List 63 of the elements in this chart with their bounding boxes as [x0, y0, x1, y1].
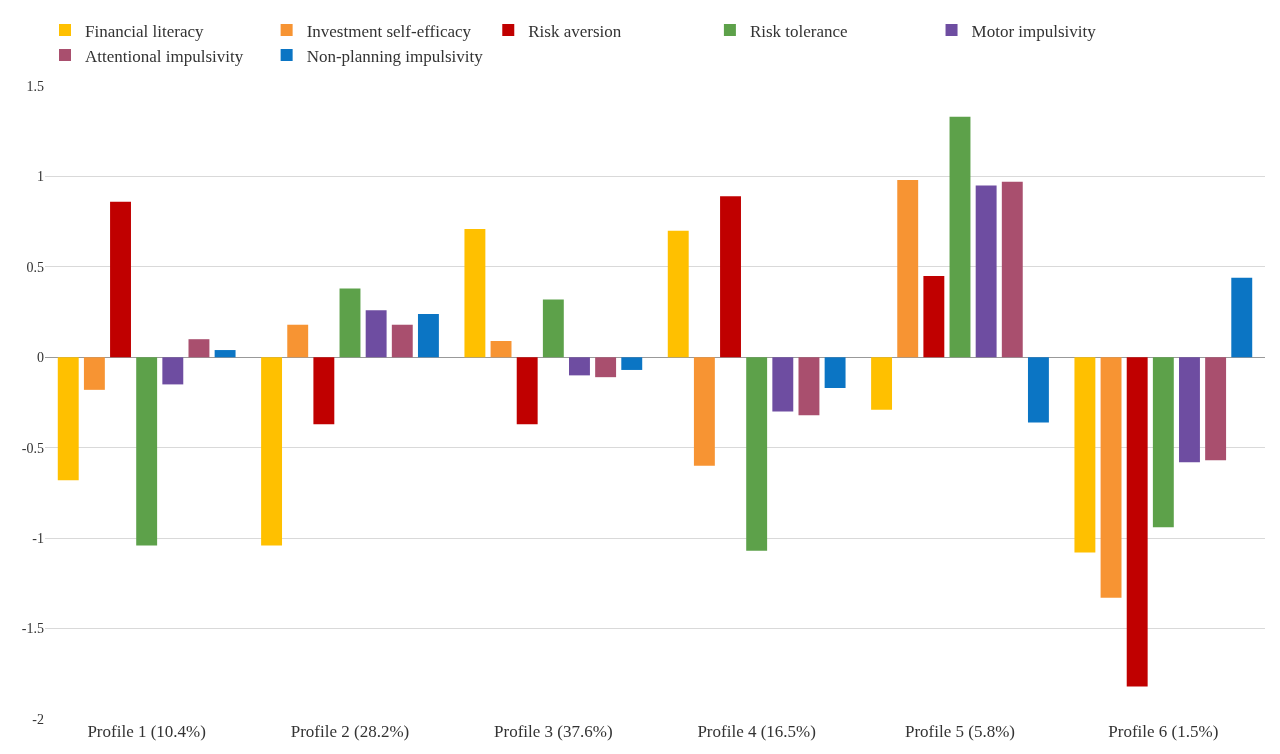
bar [1231, 277, 1253, 358]
bar [365, 310, 387, 358]
legend-label: Risk tolerance [749, 21, 848, 41]
x-tick-label: Profile 4 (16.5%) [697, 722, 816, 741]
legend-label: Risk aversion [528, 21, 622, 41]
bar [516, 357, 538, 425]
bar [1001, 181, 1023, 358]
bar [1027, 357, 1049, 423]
bar [391, 324, 413, 358]
x-tick-label: Profile 5 (5.8%) [904, 722, 1016, 741]
bar [897, 180, 919, 358]
bar [1074, 357, 1096, 553]
y-tick-label: 1 [37, 169, 44, 185]
y-tick-label: 0.5 [26, 259, 44, 275]
bar [569, 357, 590, 376]
y-tick-label: -1 [32, 531, 44, 547]
bar [110, 201, 131, 358]
x-tick-label: Profile 2 (28.2%) [290, 722, 410, 741]
x-tick-label: Profile 6 (1.5%) [1108, 722, 1219, 741]
y-tick-label: 0 [37, 350, 44, 366]
y-tick-label: -2 [32, 711, 44, 727]
x-tick-label: Profile 1 (10.4%) [87, 722, 206, 741]
bar [595, 357, 617, 378]
legend-label: Attentional impulsivity [85, 46, 244, 66]
x-tick-label: Profile 3 (37.6%) [494, 722, 613, 741]
bar [621, 357, 643, 370]
legend-label: Motor impulsivity [971, 21, 1097, 41]
bar [417, 313, 439, 358]
bar [57, 357, 79, 481]
bar [214, 350, 236, 358]
legend-label: Investment self-efficacy [306, 21, 472, 41]
bar [83, 357, 105, 390]
bar [746, 357, 768, 551]
bar [1100, 357, 1122, 598]
bar [136, 357, 158, 546]
bar [1205, 357, 1227, 461]
bar [720, 196, 741, 358]
y-tick-label: -0.5 [21, 440, 44, 456]
legend-label: Non-planning impulsivity [306, 46, 484, 66]
bar [975, 185, 997, 358]
bar [923, 275, 945, 358]
bar [1179, 357, 1200, 463]
bar [949, 116, 971, 358]
bar [693, 357, 715, 466]
bar [188, 339, 210, 358]
bar [162, 357, 184, 385]
bar [339, 288, 361, 358]
legend-label: Financial literacy [85, 21, 204, 41]
bar [667, 230, 689, 358]
bar [261, 357, 283, 546]
bar [287, 324, 309, 358]
bar [824, 357, 846, 389]
bar [871, 357, 893, 410]
bar [798, 357, 820, 416]
bar [542, 299, 564, 358]
bar [772, 357, 794, 412]
bar [1126, 357, 1148, 687]
y-tick-label: -1.5 [21, 621, 44, 637]
bar [1152, 357, 1174, 528]
bar [313, 357, 335, 425]
y-tick-label: 1.5 [26, 78, 44, 94]
bar [490, 341, 512, 358]
bar [464, 228, 486, 358]
